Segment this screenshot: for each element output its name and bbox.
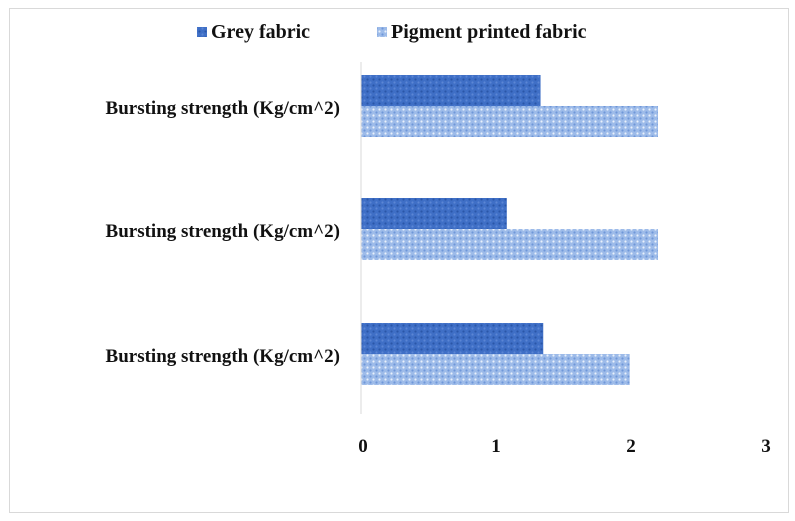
bar-series-1-category-1 bbox=[361, 75, 541, 106]
bar-series-2-category-2 bbox=[361, 229, 658, 260]
legend: Grey fabric Pigment printed fabric bbox=[197, 21, 587, 43]
bar-series-1-category-2 bbox=[361, 198, 507, 229]
x-tick-label-0: 0 bbox=[358, 436, 368, 457]
chart-frame bbox=[9, 8, 789, 513]
bar-series-2-category-1 bbox=[361, 106, 658, 137]
legend-label-2: Pigment printed fabric bbox=[391, 21, 587, 43]
x-tick-label-1: 1 bbox=[491, 436, 501, 457]
category-label-1: Bursting strength (Kg/cm^2) bbox=[106, 98, 340, 119]
category-label-2: Bursting strength (Kg/cm^2) bbox=[106, 221, 340, 242]
legend-swatch-2 bbox=[377, 27, 387, 37]
legend-label-1: Grey fabric bbox=[211, 21, 310, 43]
category-labels: Bursting strength (Kg/cm^2) Bursting stre… bbox=[106, 98, 340, 367]
x-tick-label-3: 3 bbox=[761, 436, 771, 457]
x-tick-labels: 0 1 2 3 bbox=[358, 436, 771, 457]
bar-series-1-category-3 bbox=[361, 323, 544, 354]
category-label-3: Bursting strength (Kg/cm^2) bbox=[106, 346, 340, 367]
legend-swatch-1 bbox=[197, 27, 207, 37]
bar-series-2-category-3 bbox=[361, 354, 630, 385]
x-tick-label-2: 2 bbox=[626, 436, 636, 457]
bars bbox=[361, 75, 658, 385]
